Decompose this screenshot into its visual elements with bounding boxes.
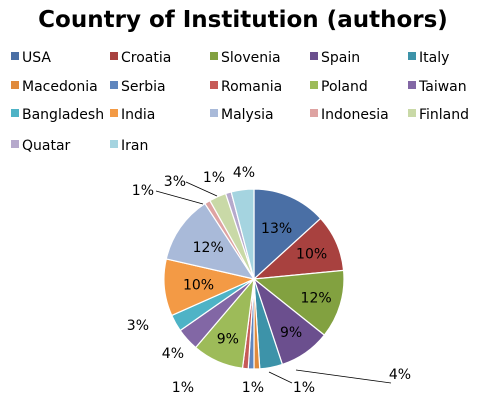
legend-label-iran: Iran bbox=[121, 138, 148, 154]
legend-label-macedonia: Macedonia bbox=[22, 79, 98, 95]
legend-label-india: India bbox=[121, 107, 155, 123]
legend-swatch-poland bbox=[310, 81, 318, 89]
pie-slice-iran bbox=[230, 188, 255, 280]
legend-swatch-iran bbox=[110, 140, 118, 148]
legend-label-italy: Italy bbox=[419, 50, 449, 66]
legend-swatch-slovenia bbox=[210, 52, 218, 60]
legend-swatch-serbia bbox=[110, 81, 118, 89]
data-label-indonesia: 1% bbox=[132, 183, 154, 199]
legend-label-spain: Spain bbox=[321, 50, 360, 66]
legend-label-romania: Romania bbox=[221, 79, 282, 95]
legend-swatch-macedonia bbox=[11, 81, 19, 89]
data-label-taiwan: 4% bbox=[162, 346, 184, 362]
legend-label-poland: Poland bbox=[321, 79, 368, 95]
leader-lines bbox=[155, 181, 392, 384]
data-label-finland: 3% bbox=[164, 174, 186, 190]
data-label-croatia: 10% bbox=[296, 247, 327, 263]
leader-line-macedonia bbox=[268, 371, 293, 384]
data-label-slovenia: 12% bbox=[301, 290, 332, 306]
legend-label-quatar: Quatar bbox=[22, 138, 71, 154]
chart-title: Country of Institution (authors) bbox=[38, 7, 448, 33]
data-label-bangladesh: 3% bbox=[127, 318, 149, 334]
legend-swatch-croatia bbox=[110, 52, 118, 60]
legend-swatch-indonesia bbox=[310, 109, 318, 117]
legend-label-croatia: Croatia bbox=[121, 50, 171, 66]
legend-swatch-taiwan bbox=[408, 81, 416, 89]
legend-label-slovenia: Slovenia bbox=[221, 50, 281, 66]
pie-slice-slovenia bbox=[252, 269, 345, 336]
legend: USA Croatia Slovenia Spain Italy Macedonia Ser… bbox=[11, 50, 469, 154]
data-label-iran: 4% bbox=[233, 165, 255, 181]
legend-label-usa: USA bbox=[22, 50, 51, 66]
pie-slices bbox=[163, 188, 345, 370]
legend-label-finland: Finland bbox=[419, 107, 469, 123]
legend-swatch-india bbox=[110, 109, 118, 117]
legend-swatch-romania bbox=[210, 81, 218, 89]
legend-label-taiwan: Taiwan bbox=[418, 79, 467, 95]
data-label-quatar: 1% bbox=[203, 170, 225, 186]
legend-label-bangladesh: Bangladesh bbox=[22, 107, 104, 123]
data-label-spain: 9% bbox=[280, 325, 302, 341]
legend-label-indonesia: Indonesia bbox=[321, 107, 389, 123]
legend-swatch-spain bbox=[310, 52, 318, 60]
data-label-macedonia: 1% bbox=[293, 380, 315, 396]
legend-swatch-bangladesh bbox=[11, 109, 19, 117]
data-label-usa: 13% bbox=[261, 221, 292, 237]
data-label-malysia: 12% bbox=[193, 240, 224, 256]
data-label-india: 10% bbox=[183, 277, 214, 293]
leader-line-italy bbox=[295, 369, 392, 384]
leader-line-finland bbox=[185, 181, 218, 197]
legend-swatch-finland bbox=[408, 109, 416, 117]
legend-swatch-italy bbox=[408, 52, 416, 60]
legend-label-malysia: Malysia bbox=[221, 107, 274, 123]
data-label-poland: 9% bbox=[217, 331, 239, 347]
legend-swatch-malysia bbox=[210, 109, 218, 117]
pie-slice-usa bbox=[253, 188, 322, 281]
legend-swatch-usa bbox=[11, 52, 19, 60]
legend-swatch-quatar bbox=[11, 140, 19, 148]
data-labels: 13%10%12%9%4%1%1%1%9%4%3%10%12%1%3% 1% 4% bbox=[127, 165, 411, 396]
leader-line-indonesia bbox=[155, 190, 204, 205]
data-label-serbia: 1% bbox=[242, 380, 264, 396]
data-label-romania: 1% bbox=[172, 380, 194, 396]
legend-label-serbia: Serbia bbox=[121, 79, 166, 95]
data-label-italy: 4% bbox=[389, 367, 411, 383]
pie-slice-malysia bbox=[165, 202, 256, 280]
